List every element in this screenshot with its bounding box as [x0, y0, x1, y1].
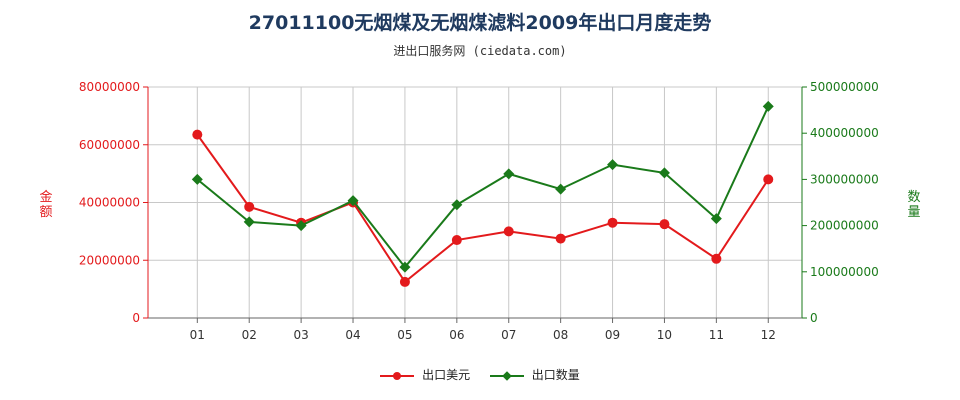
- legend-swatch-usd: [380, 370, 415, 382]
- y-right-tick-label: 400000000: [810, 126, 879, 140]
- series-line-quantity: [196, 105, 770, 269]
- data-point-usd: [659, 219, 670, 230]
- x-tick-label: 11: [709, 328, 724, 342]
- y-left-tick-label: 40000000: [79, 196, 140, 210]
- data-point-usd: [607, 217, 618, 228]
- x-tick-label: 12: [761, 328, 776, 342]
- data-point-quantity: [555, 183, 567, 195]
- data-point-quantity: [762, 100, 774, 112]
- data-point-quantity: [451, 199, 463, 211]
- data-point-usd: [763, 174, 774, 185]
- y-axis-right-label: 数量: [907, 190, 921, 220]
- data-point-usd: [555, 233, 566, 244]
- y-axis-left-label: 金额: [39, 190, 53, 220]
- x-tick-label: 07: [501, 328, 516, 342]
- data-point-quantity: [295, 220, 307, 232]
- data-point-quantity: [658, 167, 670, 179]
- data-point-usd: [503, 226, 514, 237]
- y-right-tick-label: 300000000: [810, 172, 879, 186]
- chart-subtitle: 进出口服务网 (ciedata.com): [393, 44, 567, 58]
- x-tick-label: 01: [190, 328, 205, 342]
- y-right-tick-label: 100000000: [810, 265, 879, 279]
- legend-label-usd: 出口美元: [422, 368, 471, 382]
- legend-label-quantity: 出口数量: [531, 368, 580, 382]
- legend: 出口美元 出口数量: [0, 366, 960, 383]
- x-tick-label: 09: [605, 328, 620, 342]
- axes: 0 20000000 40000000 60000000 80000000 0 100000…: [79, 80, 879, 342]
- x-tick-label: 08: [553, 328, 568, 342]
- series-layer: [191, 100, 774, 287]
- x-tick-label: 03: [293, 328, 308, 342]
- data-point-quantity: [191, 173, 203, 185]
- x-tick-label: 05: [397, 328, 412, 342]
- y-left-tick-label: 20000000: [79, 253, 140, 267]
- y-left-tick-label: 0: [132, 311, 140, 325]
- y-right-tick-label: 0: [810, 311, 818, 325]
- data-point-usd: [451, 235, 462, 246]
- x-tick-label: 06: [449, 328, 464, 342]
- legend-item-quantity[interactable]: 出口数量: [489, 366, 580, 383]
- data-point-usd: [399, 276, 410, 287]
- data-point-usd: [192, 129, 203, 140]
- legend-swatch-quantity: [489, 370, 524, 382]
- series-line-usd: [196, 134, 770, 284]
- data-point-quantity: [399, 261, 411, 273]
- y-right-tick-label: 200000000: [810, 219, 879, 233]
- chart-title: 27011100无烟煤及无烟煤滤料2009年出口月度走势: [248, 12, 712, 34]
- data-point-quantity: [243, 216, 255, 228]
- x-tick-label: 04: [345, 328, 360, 342]
- data-point-quantity: [710, 213, 722, 225]
- y-left-tick-label: 80000000: [79, 80, 140, 94]
- x-tick-label: 10: [657, 328, 672, 342]
- data-point-usd: [244, 201, 255, 212]
- data-point-quantity: [347, 195, 359, 207]
- data-point-usd: [711, 253, 722, 264]
- x-tick-label: 02: [242, 328, 257, 342]
- legend-item-usd[interactable]: 出口美元: [380, 366, 470, 383]
- y-left-tick-label: 60000000: [79, 138, 140, 152]
- data-point-quantity: [503, 168, 515, 180]
- y-right-tick-label: 500000000: [810, 80, 879, 94]
- data-point-quantity: [607, 159, 619, 171]
